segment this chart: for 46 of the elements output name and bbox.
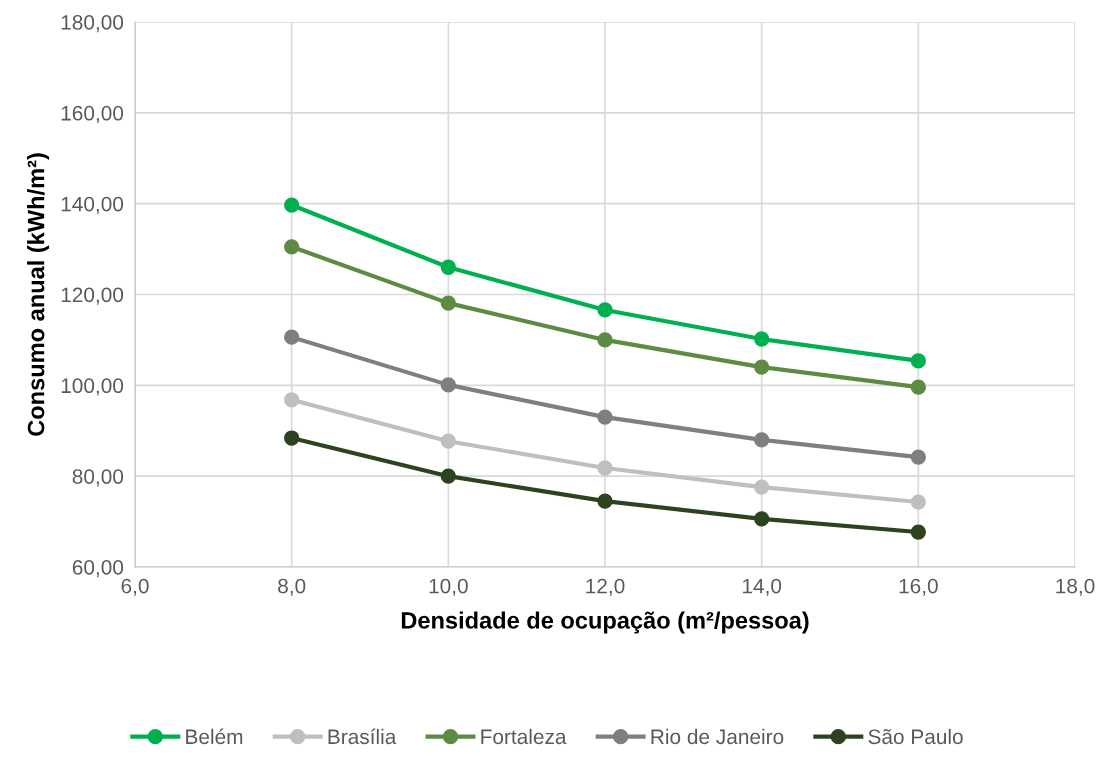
point [440,295,456,311]
point [440,259,456,275]
y-tick-label: 180,00 [61,15,124,33]
legend-label: Belém [186,728,243,745]
point [284,392,300,408]
point [597,493,613,509]
y-axis-title: Consumo anual (kWh/m²) [27,153,50,436]
point [910,353,926,369]
y-tick-label: 160,00 [61,105,124,124]
x-axis-title: Densidade de ocupação (m²/pessoa) [401,611,809,634]
point [754,331,770,347]
y-tick-label: 100,00 [61,378,124,396]
point [284,197,300,213]
point [284,430,300,446]
point [284,329,300,345]
y-tick-label: 120,00 [61,287,124,305]
x-tick-label: 6,0 [121,578,149,596]
point [284,239,300,255]
point [440,377,456,393]
point [440,433,456,449]
legend-label: São Paulo [868,728,963,745]
x-tick-label: 10,0 [429,578,468,596]
legend-label: Fortaleza [481,728,567,745]
legend-label: Brasília [328,728,397,745]
x-tick-label: 12,0 [586,578,625,596]
point [597,460,613,476]
y-tick-label: 140,00 [61,196,124,214]
point [597,409,613,425]
point [910,379,926,395]
point [910,524,926,540]
point [597,332,613,348]
point [754,359,770,375]
point [440,468,456,484]
x-tick-label: 16,0 [899,578,938,596]
point [754,479,770,495]
point [754,511,770,527]
point [910,449,926,465]
point [597,302,613,318]
x-tick-label: 18,0 [1056,578,1095,596]
point [754,432,770,448]
y-tick-label: 60,00 [72,560,124,578]
x-tick-label: 8,0 [278,578,306,596]
point [910,494,926,510]
legend-label: Rio de Janeiro [651,728,784,745]
y-tick-label: 80,00 [72,469,124,487]
x-tick-label: 14,0 [742,578,782,596]
